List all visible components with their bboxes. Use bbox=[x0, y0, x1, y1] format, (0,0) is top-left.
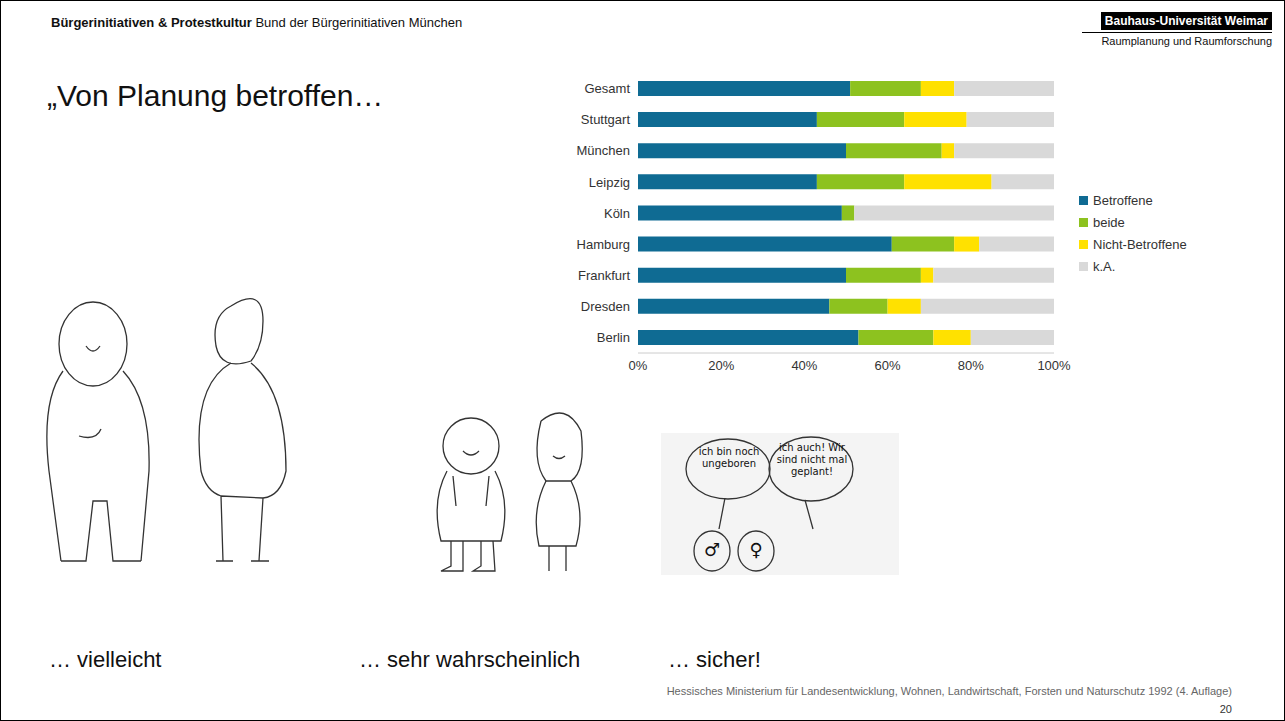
svg-text:Dresden: Dresden bbox=[581, 299, 630, 314]
html-text:Nicht-Betroffene: Nicht-Betroffene bbox=[1093, 236, 1187, 252]
html-text:ich auch! Wir sind nicht mal g: ich auch! Wir sind nicht mal geplant! bbox=[776, 442, 848, 477]
svg-text:Gesamt: Gesamt bbox=[584, 81, 630, 96]
svg-text:0%: 0% bbox=[629, 358, 648, 373]
svg-text:Frankfurt: Frankfurt bbox=[578, 268, 630, 283]
svg-text:Leipzig: Leipzig bbox=[589, 175, 630, 190]
html-text:Hessisches Ministerium für Lan: Hessisches Ministerium für Landesentwick… bbox=[666, 685, 1232, 697]
svg-text:80%: 80% bbox=[958, 358, 984, 373]
html-text:Raumplanung und Raumforschung: Raumplanung und Raumforschung bbox=[1101, 35, 1272, 47]
html-text:„Von Planung betroffen…: „Von Planung betroffen… bbox=[47, 79, 384, 112]
html-text:Bauhaus-Universität Weimar: Bauhaus-Universität Weimar bbox=[1104, 14, 1268, 28]
svg-text:Köln: Köln bbox=[604, 206, 630, 221]
svg-text:40%: 40% bbox=[791, 358, 817, 373]
html-text:… sehr wahrscheinlich: … sehr wahrscheinlich bbox=[359, 647, 581, 672]
html-text:beide: beide bbox=[1093, 214, 1125, 230]
svg-text:Hamburg: Hamburg bbox=[577, 237, 630, 252]
svg-text:Stuttgart: Stuttgart bbox=[581, 112, 631, 127]
html-text:k.A.: k.A. bbox=[1093, 258, 1116, 274]
html-text:… vielleicht: … vielleicht bbox=[49, 647, 162, 672]
svg-text:100%: 100% bbox=[1037, 358, 1071, 373]
svg-text:München: München bbox=[577, 143, 630, 158]
svg-text:60%: 60% bbox=[875, 358, 901, 373]
html-text:ich bin noch ungeboren: ich bin noch ungeboren bbox=[698, 446, 760, 469]
html-text:Betroffene: Betroffene bbox=[1093, 192, 1153, 208]
svg-text:20%: 20% bbox=[708, 358, 734, 373]
svg-text:Berlin: Berlin bbox=[597, 330, 630, 345]
html-text:Bürgerinitiativen & Protestkul: Bürgerinitiativen & Protestkultur Bund d… bbox=[51, 15, 463, 30]
html-text:… sicher!: … sicher! bbox=[668, 647, 761, 672]
html-text:20: 20 bbox=[1219, 703, 1232, 715]
